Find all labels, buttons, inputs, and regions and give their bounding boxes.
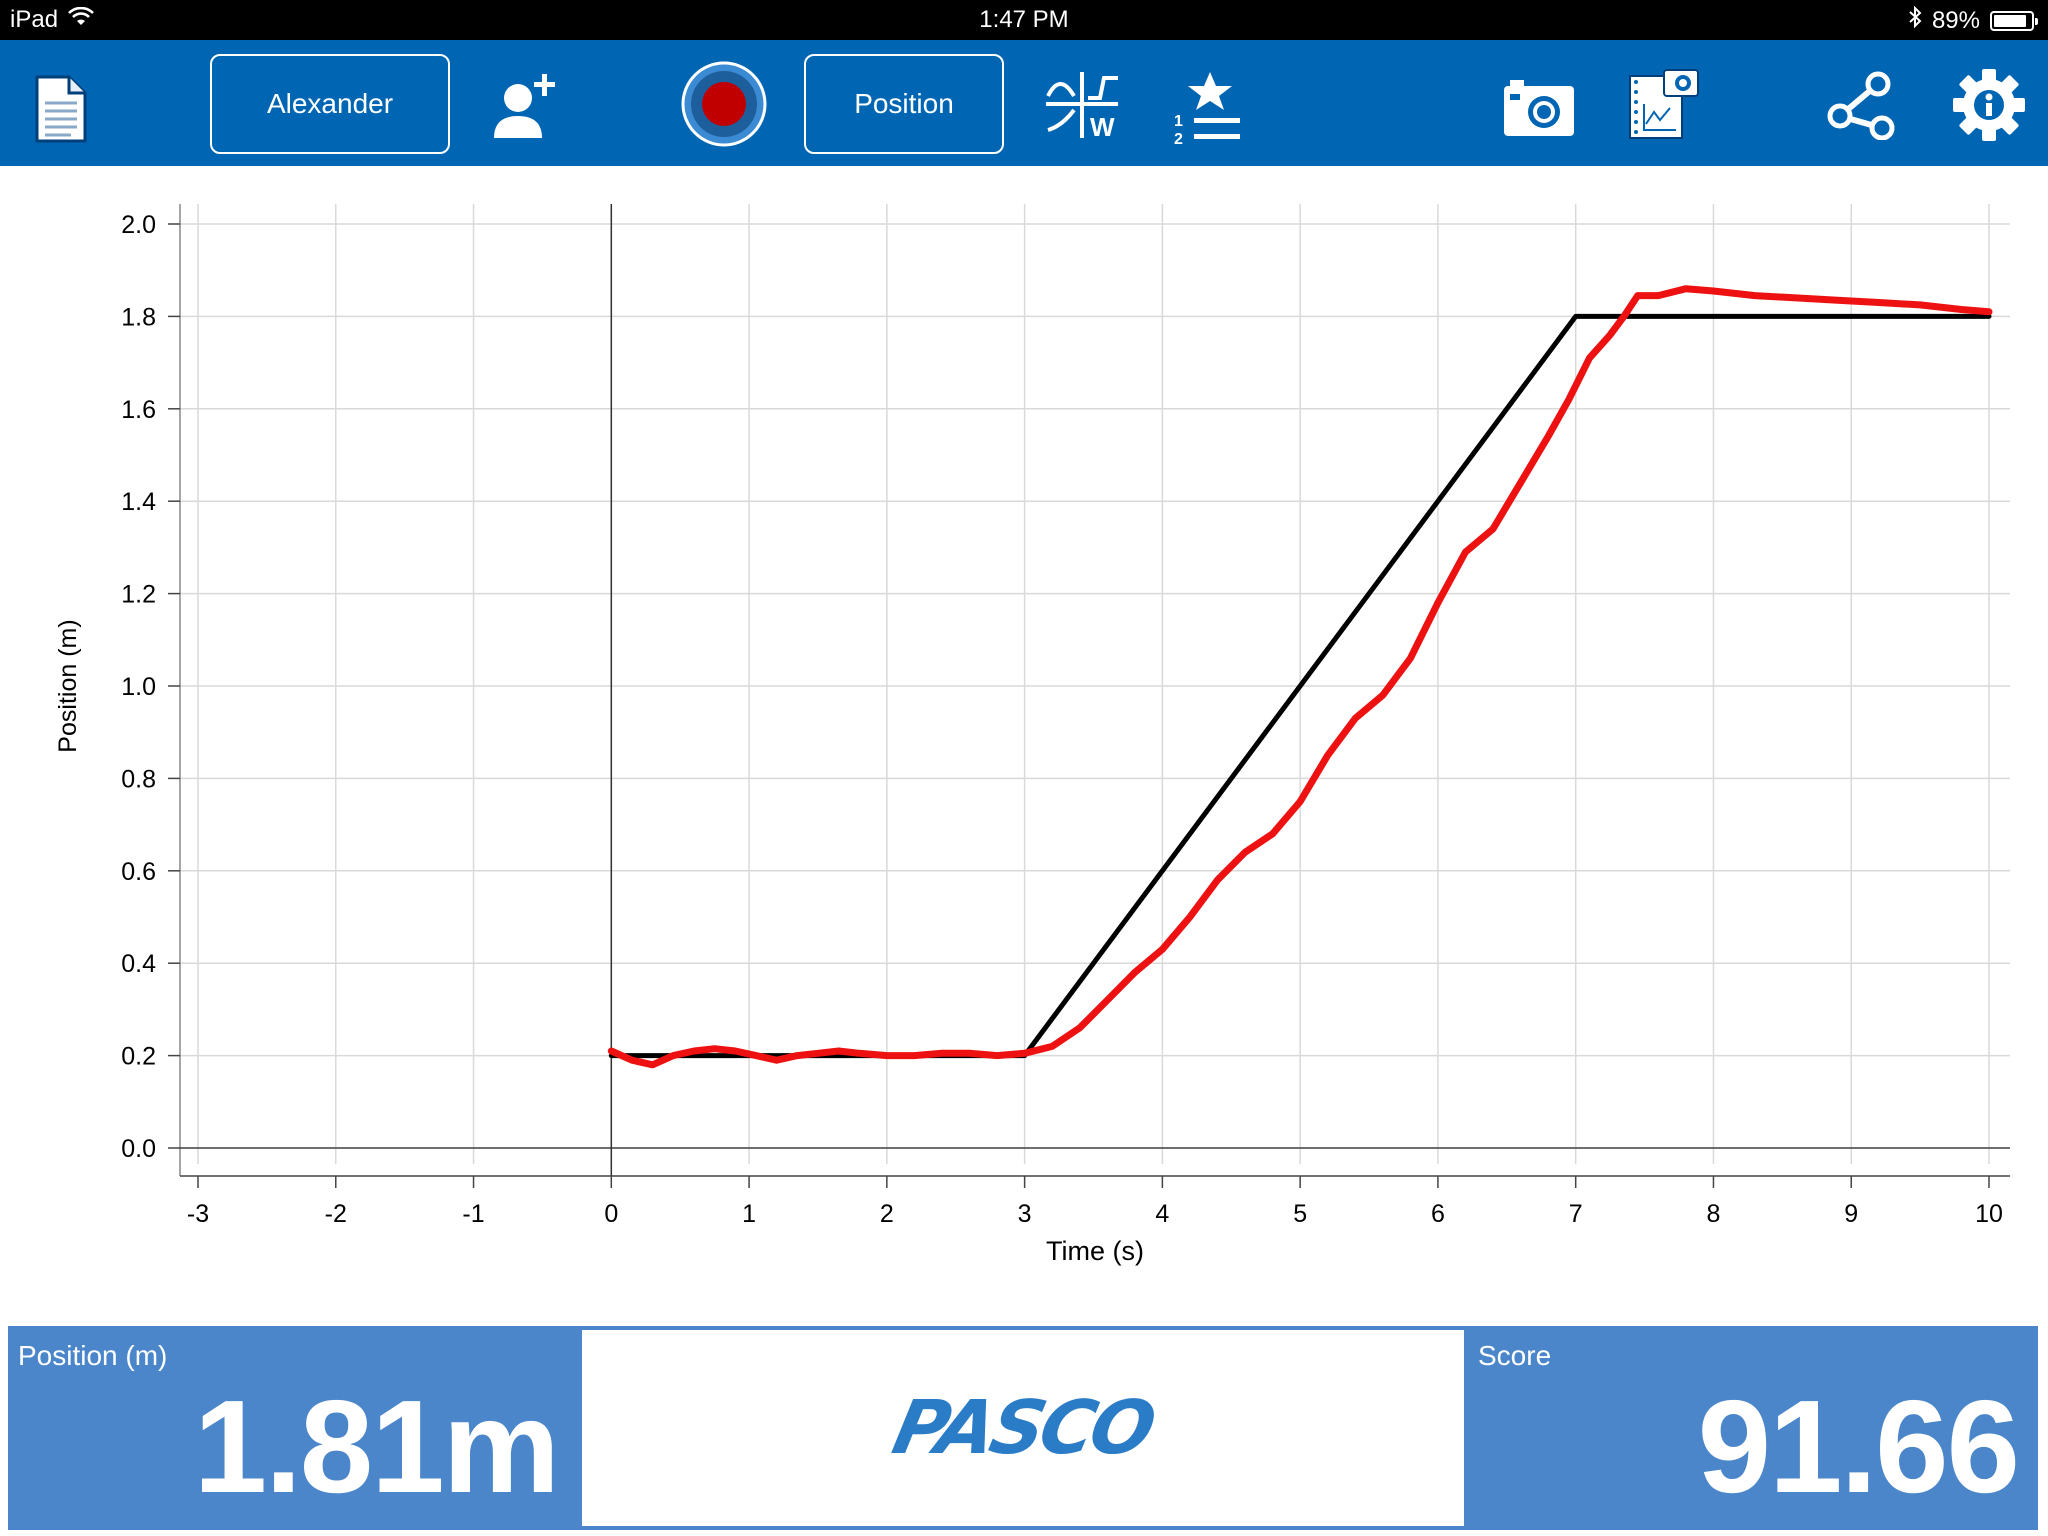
score-label: Score [1478,1340,1552,1371]
x-tick-label: 10 [1975,1200,2003,1228]
y-axis-label: Position (m) [54,619,82,752]
status-time: 1:47 PM [979,6,1069,33]
y-tick-label: 1.4 [121,488,156,516]
measurement-button[interactable]: Position [804,54,1004,154]
svg-text:2: 2 [1174,131,1183,144]
pasco-logo: PASCO [886,1385,1160,1471]
camera-icon[interactable] [1502,76,1576,138]
position-time-graph[interactable]: -3 -2 -1 0 1 2 3 4 5 6 7 8 9 10 0.0 0.2 0.4 0.6 0.8 1.0 1.2 1… [0,166,2048,1316]
battery-percent: 89% [1931,6,1980,34]
snapshot-icon[interactable] [1626,68,1700,142]
measured-line [607,285,1993,1069]
position-meter: Position (m) 1.81m [8,1326,578,1530]
x-tick-label: 5 [1293,1200,1307,1228]
wifi-icon [68,6,94,34]
chart-series [607,285,1993,1069]
x-tick-label: -2 [325,1200,347,1228]
x-tick-label: -1 [462,1200,484,1228]
y-tick-label: 0.0 [121,1135,156,1163]
settings-icon[interactable] [1952,68,2026,142]
y-tick-label: 0.2 [121,1043,156,1071]
y-tick-label: 1.2 [121,581,156,609]
x-tick-label: 1 [742,1200,756,1228]
add-user-icon[interactable] [490,68,562,140]
x-tick-label: 9 [1844,1200,1858,1228]
svg-text:W: W [1090,112,1115,140]
toolbar: Alexander Position W [0,40,2048,166]
y-tick-label: 0.4 [121,950,156,978]
chart-grid [180,204,2010,1164]
x-axis-label: Time (s) [1046,1236,1144,1266]
x-tick-label: -3 [187,1200,209,1228]
status-bar: iPad 1:47 PM 89% [0,0,2048,40]
x-tick-label: 4 [1155,1200,1169,1228]
x-tick-label: 3 [1018,1200,1032,1228]
x-tick-label: 2 [880,1200,894,1228]
score-meter: Score 91.66 [1468,1326,2038,1530]
svg-text:1: 1 [1174,113,1183,130]
document-icon[interactable] [28,72,92,146]
y-tick-label: 0.6 [121,858,156,886]
position-meter-label: Position (m) [18,1340,168,1371]
logo-panel: PASCO [578,1326,1468,1530]
y-tick-label: 1.0 [121,673,156,701]
score-value: 91.66 [1697,1373,2020,1520]
share-icon[interactable] [1826,70,1898,140]
x-tick-label: 0 [604,1200,618,1228]
battery-icon [1990,10,2038,31]
y-tick-label: 0.8 [121,765,156,793]
y-tick-label: 2.0 [121,211,156,239]
x-tick-label: 6 [1431,1200,1445,1228]
graph-match-icon[interactable]: W [1044,70,1120,140]
user-button[interactable]: Alexander [210,54,450,154]
y-tick-label: 1.8 [121,303,156,331]
score-list-icon[interactable]: 1 2 [1172,70,1242,144]
device-label: iPad [10,6,59,33]
bluetooth-icon [1908,5,1922,35]
position-meter-value: 1.81m [193,1373,560,1520]
chart-axes [179,204,2010,1177]
chart-tick-labels: -3 -2 -1 0 1 2 3 4 5 6 7 8 9 10 0.0 0.2 0.4 0.6 0.8 1.0 1.2 1… [121,211,2003,1228]
x-tick-label: 8 [1707,1200,1721,1228]
y-tick-label: 1.6 [121,396,156,424]
record-icon[interactable] [680,60,768,148]
x-tick-label: 7 [1569,1200,1583,1228]
